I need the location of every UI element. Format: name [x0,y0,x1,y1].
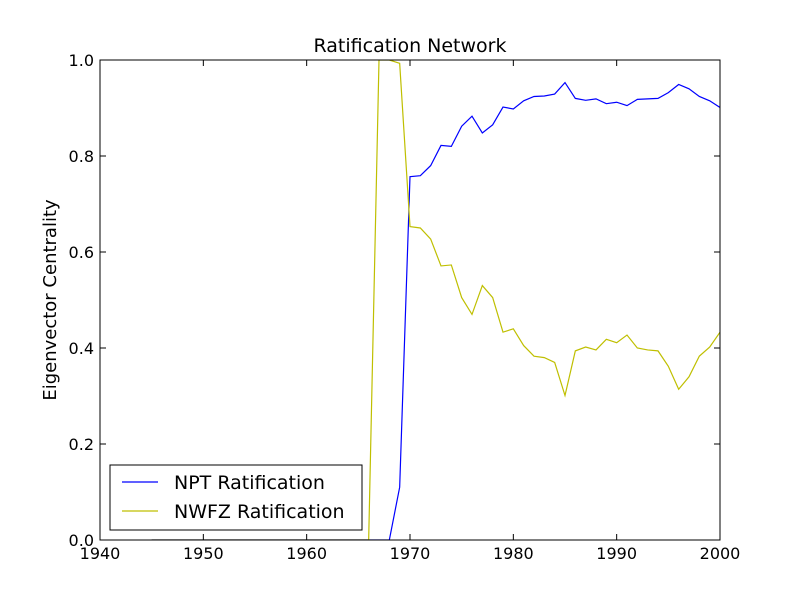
y-tick-label: 0.6 [69,243,94,262]
legend: NPT Ratification NWFZ Ratification [109,464,363,531]
x-tick-label: 1940 [80,544,121,563]
y-tick-label: 0.2 [69,435,94,454]
series-line-npt [151,81,720,540]
x-tick-label: 1960 [286,544,327,563]
legend-label-nwfz: NWFZ Ratification [174,501,345,523]
series-layer [151,60,720,540]
chart-title: Ratification Network [314,35,507,57]
y-tick-label: 0.4 [69,339,94,358]
x-tick-label: 1950 [183,544,224,563]
y-axis-label: Eigenvector Centrality [40,199,61,401]
y-tick-label: 1.0 [69,51,94,70]
legend-label-npt: NPT Ratification [174,472,325,494]
x-tick-label: 1980 [493,544,534,563]
legend-box [109,464,363,531]
ticks-layer: 1940 1950 1960 1970 1980 1990 2000 0.0 0.2 0.4 0.6… [69,51,741,563]
x-tick-label: 1970 [390,544,431,563]
x-tick-label: 1990 [596,544,637,563]
series-line-nwfz [151,60,720,540]
plot-frame [99,59,721,541]
y-tick-label: 0.8 [69,147,94,166]
x-tick-label: 2000 [700,544,741,563]
y-tick-label: 0.0 [69,531,94,550]
